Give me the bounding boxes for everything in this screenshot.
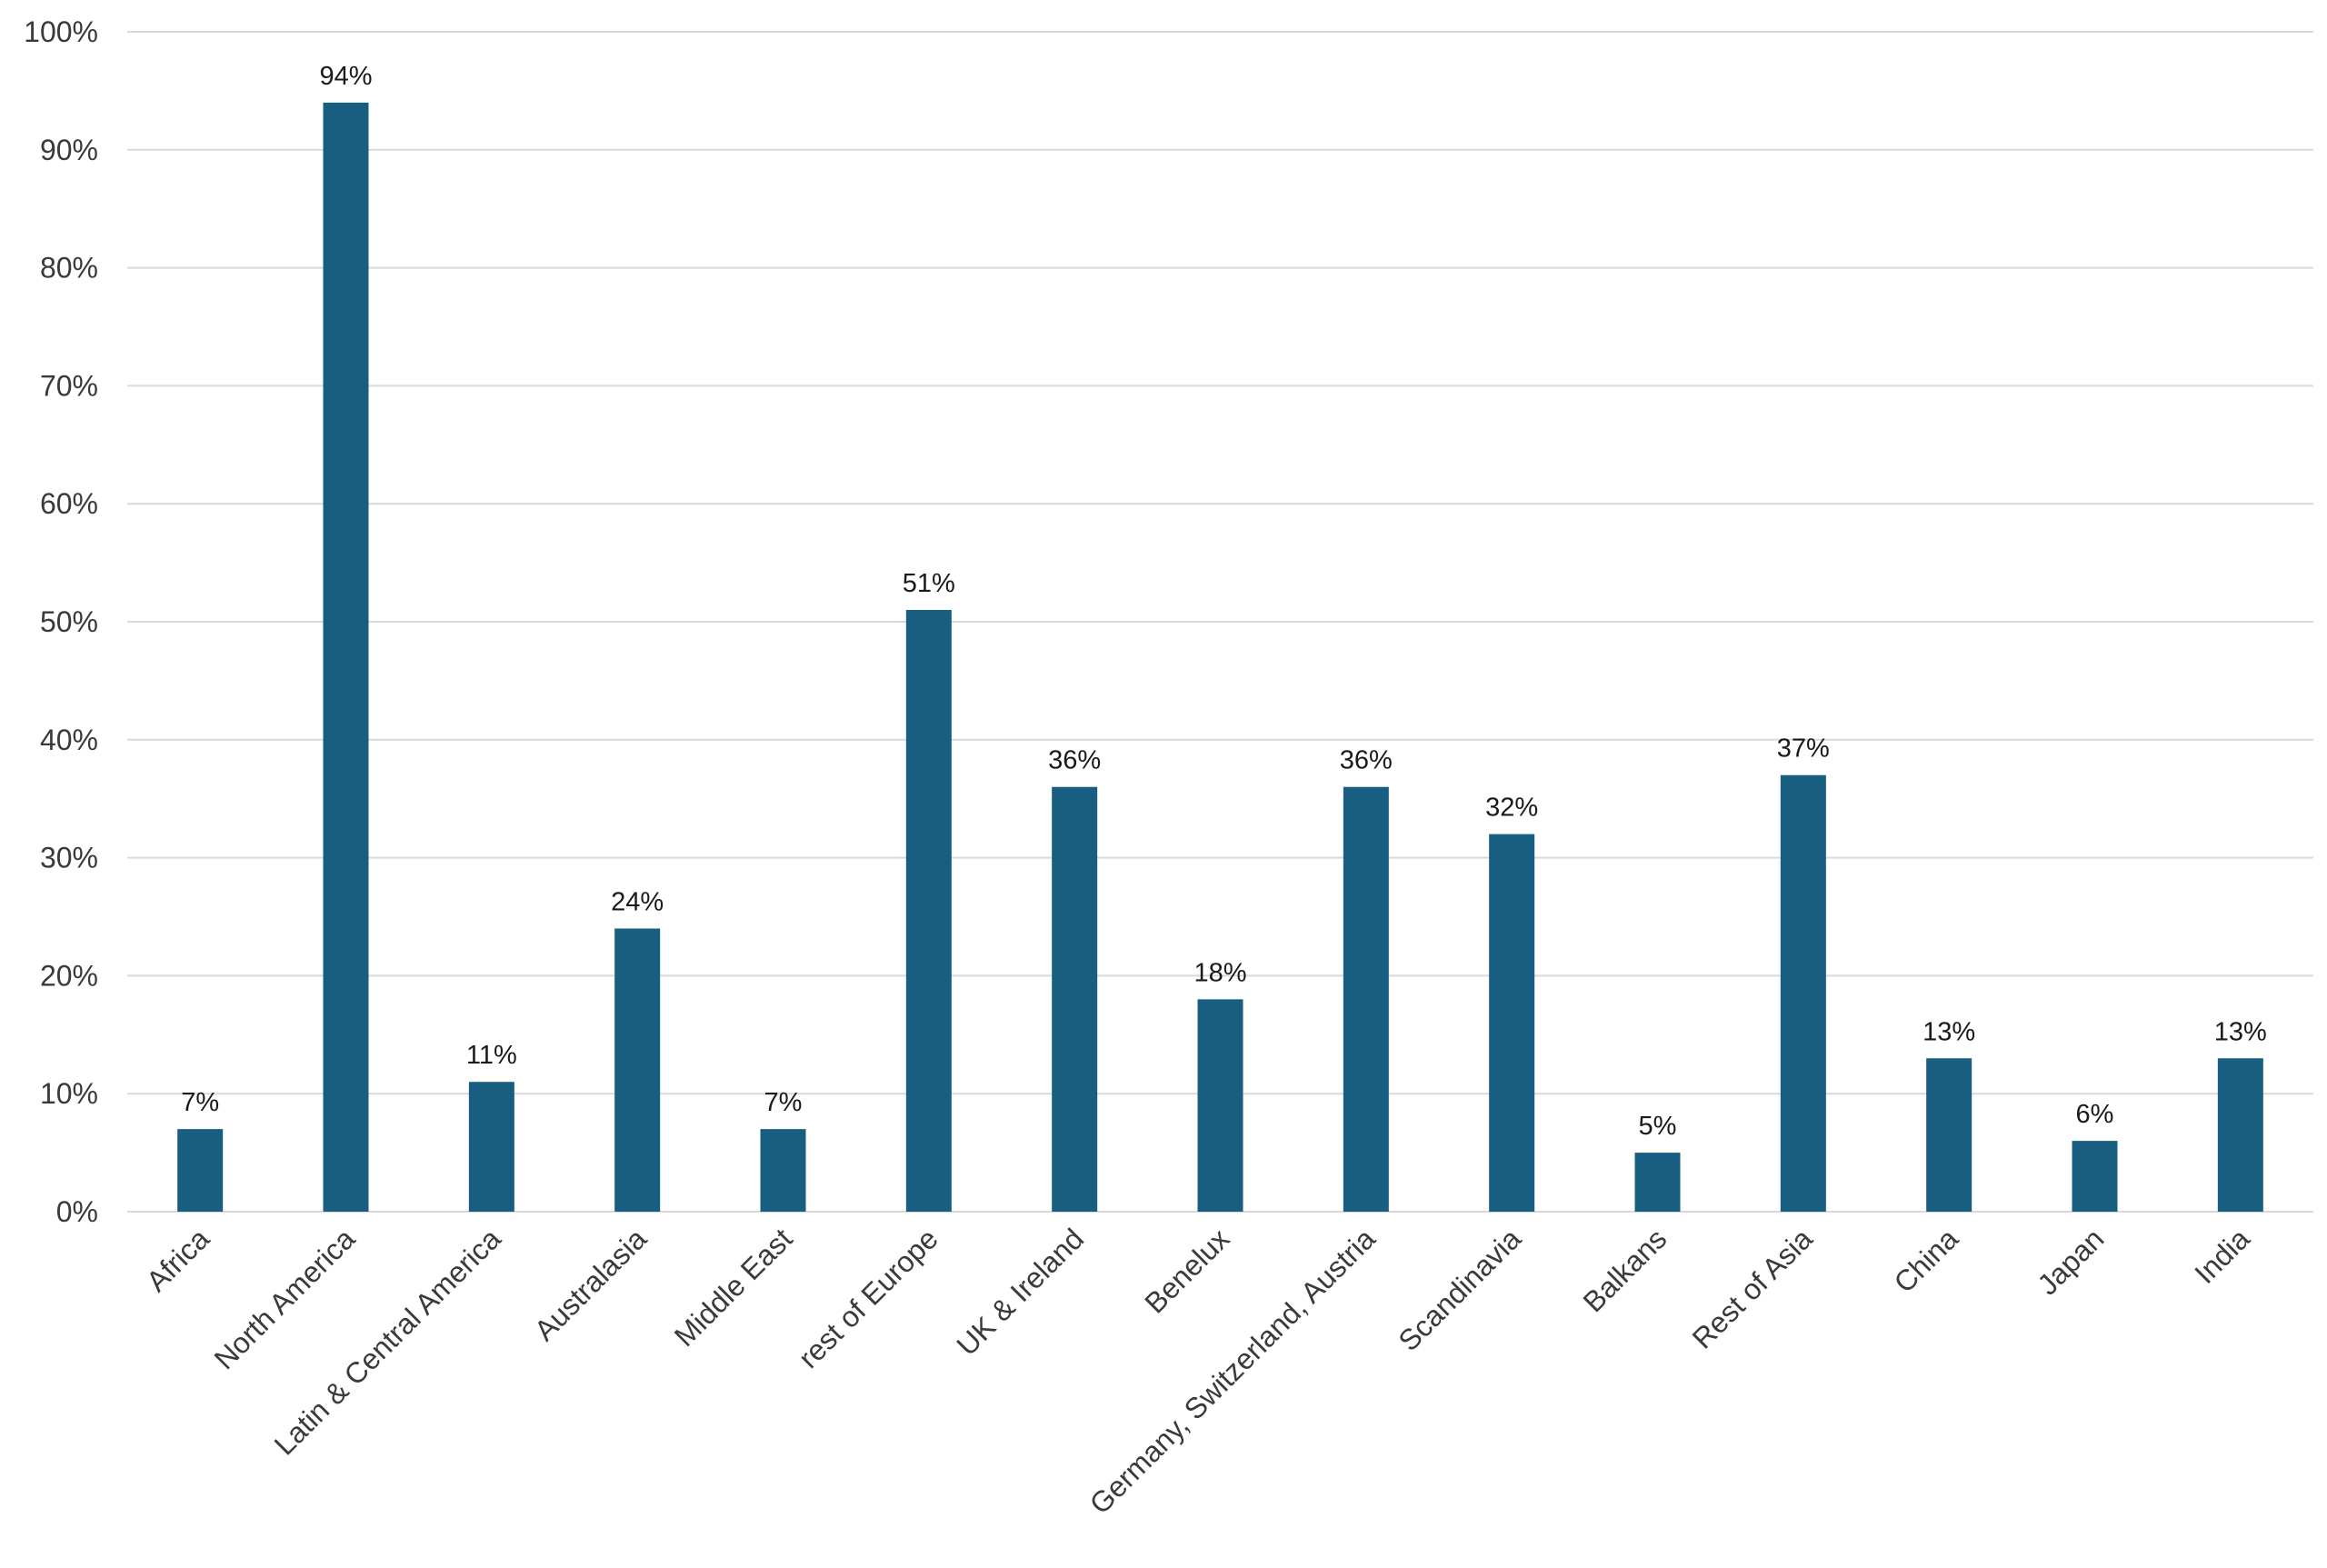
bar <box>177 1129 224 1212</box>
x-tick-label: Benelux <box>1138 1222 1235 1319</box>
bars <box>177 102 2263 1212</box>
x-tick-label: rest of Europe <box>792 1222 944 1374</box>
bar <box>2072 1141 2118 1212</box>
bar <box>905 610 952 1212</box>
data-label: 24% <box>611 887 664 916</box>
data-label: 32% <box>1485 794 1538 823</box>
bar <box>1926 1058 1972 1212</box>
y-tick-label: 60% <box>40 487 98 520</box>
x-tick-label: China <box>1888 1222 1965 1299</box>
y-tick-label: 0% <box>56 1195 98 1228</box>
x-tick-label: Rest of Asia <box>1686 1222 1819 1354</box>
x-tick-label: Germany, Switzerland, Austria <box>1084 1222 1382 1520</box>
data-label: 37% <box>1777 734 1830 764</box>
y-tick-label: 40% <box>40 724 98 756</box>
data-label: 5% <box>1639 1112 1677 1141</box>
data-label: 94% <box>319 62 372 91</box>
data-labels: 7% 94% 11% 24% 7% 51% 36% 18% 36% 32% 5% 37% 13% 6% 13… <box>181 62 2267 1141</box>
x-tick-label: India <box>2188 1222 2256 1290</box>
bar <box>2217 1058 2263 1212</box>
y-tick-label: 90% <box>40 134 98 166</box>
y-axis-ticks: 0% 10% 20% 30% 40% 50% 60% 70% 80% 90% 100% <box>24 15 98 1228</box>
bar <box>1052 786 1098 1212</box>
x-tick-label: Middle East <box>668 1222 799 1353</box>
y-tick-label: 70% <box>40 369 98 402</box>
data-label: 13% <box>1923 1017 1975 1046</box>
y-tick-label: 20% <box>40 959 98 992</box>
data-label: 51% <box>903 569 955 598</box>
data-label: 7% <box>764 1088 803 1117</box>
x-tick-label: Japan <box>2031 1222 2110 1301</box>
x-tick-label: Africa <box>140 1222 215 1297</box>
bar <box>1343 786 1389 1212</box>
x-tick-label: UK & Ireland <box>950 1222 1090 1362</box>
x-tick-label: Australasia <box>528 1222 654 1347</box>
x-tick-label: Balkans <box>1576 1222 1673 1318</box>
y-tick-label: 100% <box>24 15 98 48</box>
data-label: 18% <box>1193 958 1246 987</box>
bar <box>468 1082 514 1212</box>
bar <box>1489 834 1535 1212</box>
data-label: 11% <box>466 1041 517 1070</box>
bar <box>323 102 369 1212</box>
data-label: 13% <box>2214 1017 2267 1046</box>
data-label: 7% <box>181 1088 219 1117</box>
y-tick-label: 50% <box>40 605 98 638</box>
x-tick-label: North America <box>208 1222 362 1375</box>
x-tick-label: Scandinavia <box>1392 1222 1527 1357</box>
bar <box>1634 1153 1681 1212</box>
y-tick-label: 10% <box>40 1077 98 1110</box>
data-label: 36% <box>1048 746 1101 775</box>
bar <box>1780 774 1826 1212</box>
data-label: 36% <box>1340 746 1393 775</box>
bar <box>1197 999 1243 1212</box>
data-label: 6% <box>2076 1100 2114 1129</box>
y-tick-label: 30% <box>40 842 98 874</box>
bar <box>614 928 661 1212</box>
bar <box>760 1129 806 1212</box>
y-tick-label: 80% <box>40 252 98 285</box>
